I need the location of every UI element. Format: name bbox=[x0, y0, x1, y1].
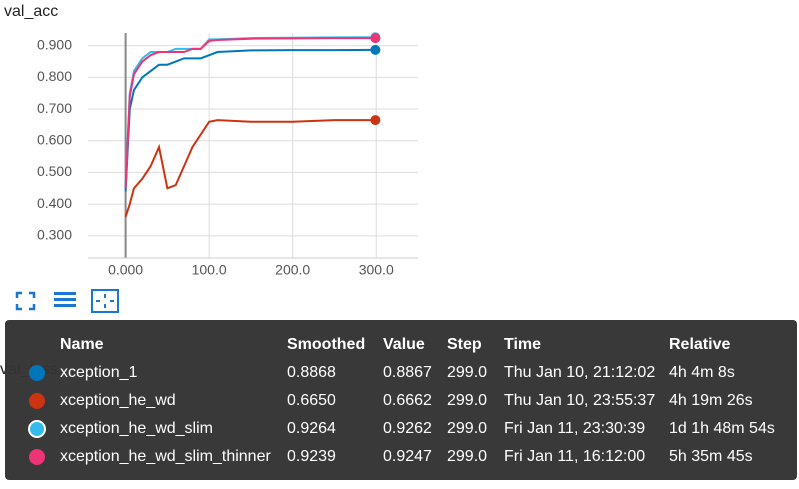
fit-button[interactable] bbox=[15, 291, 36, 311]
tooltip-cell: 299.0 bbox=[447, 420, 487, 437]
tooltip-cell: xception_1 bbox=[60, 364, 137, 381]
tooltip-cell: 0.9264 bbox=[287, 420, 336, 437]
end-marker bbox=[370, 44, 381, 55]
legend-swatch bbox=[28, 420, 46, 438]
tooltip-cell: 299.0 bbox=[447, 448, 487, 465]
x-tick-label: 100.0 bbox=[192, 262, 227, 278]
y-tick-label: 0.400 bbox=[37, 195, 72, 211]
tooltip-cell: 4h 4m 8s bbox=[669, 364, 735, 381]
tooltip-cell: 299.0 bbox=[447, 364, 487, 381]
legend-swatch bbox=[29, 365, 45, 381]
chart-title: val_acc bbox=[4, 3, 58, 20]
tooltip-cell: 299.0 bbox=[447, 392, 487, 409]
x-tick-label: 200.0 bbox=[275, 262, 310, 278]
y-tick-label: 0.900 bbox=[37, 36, 72, 52]
tooltip-cell: 0.9247 bbox=[383, 448, 432, 465]
toolbar bbox=[15, 289, 119, 313]
tooltip-cell: 0.6650 bbox=[287, 392, 336, 409]
tooltip-cell: Fri Jan 11, 16:12:00 bbox=[504, 448, 645, 465]
log-toggle-button[interactable] bbox=[54, 292, 76, 307]
end-marker bbox=[370, 115, 381, 126]
tooltip-header: Step bbox=[447, 336, 482, 353]
series-line bbox=[124, 37, 376, 189]
y-tick-label: 0.500 bbox=[37, 163, 72, 179]
tooltip-cell: 1d 1h 48m 54s bbox=[669, 420, 775, 437]
tooltip-cell: 5h 35m 45s bbox=[669, 448, 753, 465]
tooltip-cell: 0.9239 bbox=[287, 448, 336, 465]
y-tick-label: 0.600 bbox=[37, 131, 72, 147]
tooltip bbox=[5, 320, 797, 480]
tooltip-cell: Thu Jan 10, 21:12:02 bbox=[504, 364, 655, 381]
tooltip-cell: Fri Jan 11, 23:30:39 bbox=[504, 420, 645, 437]
tooltip-cell: 0.8867 bbox=[383, 364, 432, 381]
tooltip-header: Relative bbox=[669, 336, 730, 353]
tooltip-header: Value bbox=[383, 336, 425, 353]
tooltip-cell: 0.6662 bbox=[383, 392, 432, 409]
tooltip-header: Time bbox=[504, 336, 541, 353]
tooltip-cell: xception_he_wd_slim bbox=[60, 420, 213, 437]
y-tick-label: 0.700 bbox=[37, 100, 72, 116]
plot: 0.300 0.400 0.500 0.600 0.700 0.800 0.900 0.000… bbox=[37, 32, 418, 278]
tooltip-cell: 4h 19m 26s bbox=[669, 392, 753, 409]
tooltip-cell: Thu Jan 10, 23:55:37 bbox=[504, 392, 655, 409]
legend-swatch bbox=[29, 449, 45, 465]
tooltip-cell: xception_he_wd bbox=[60, 392, 176, 409]
legend-swatch bbox=[29, 393, 45, 409]
series-line bbox=[124, 48, 376, 192]
y-tick-label: 0.300 bbox=[37, 227, 72, 243]
series-line bbox=[124, 119, 376, 218]
tooltip-header: Smoothed bbox=[287, 336, 365, 353]
x-tick-label: 300.0 bbox=[359, 262, 394, 278]
y-tick-label: 0.800 bbox=[37, 68, 72, 84]
tooltip-cell: 0.8868 bbox=[287, 364, 336, 381]
end-marker bbox=[370, 33, 381, 44]
tooltip-cell: xception_he_wd_slim_thinner bbox=[60, 448, 271, 465]
tooltip-table: Name Smoothed Value Step Time Relative xceptio… bbox=[28, 336, 775, 465]
tooltip-cell: 0.9262 bbox=[383, 420, 432, 437]
tooltip-header: Name bbox=[60, 336, 104, 353]
reset-zoom-button[interactable] bbox=[91, 289, 119, 313]
x-tick-label: 0.000 bbox=[108, 262, 143, 278]
